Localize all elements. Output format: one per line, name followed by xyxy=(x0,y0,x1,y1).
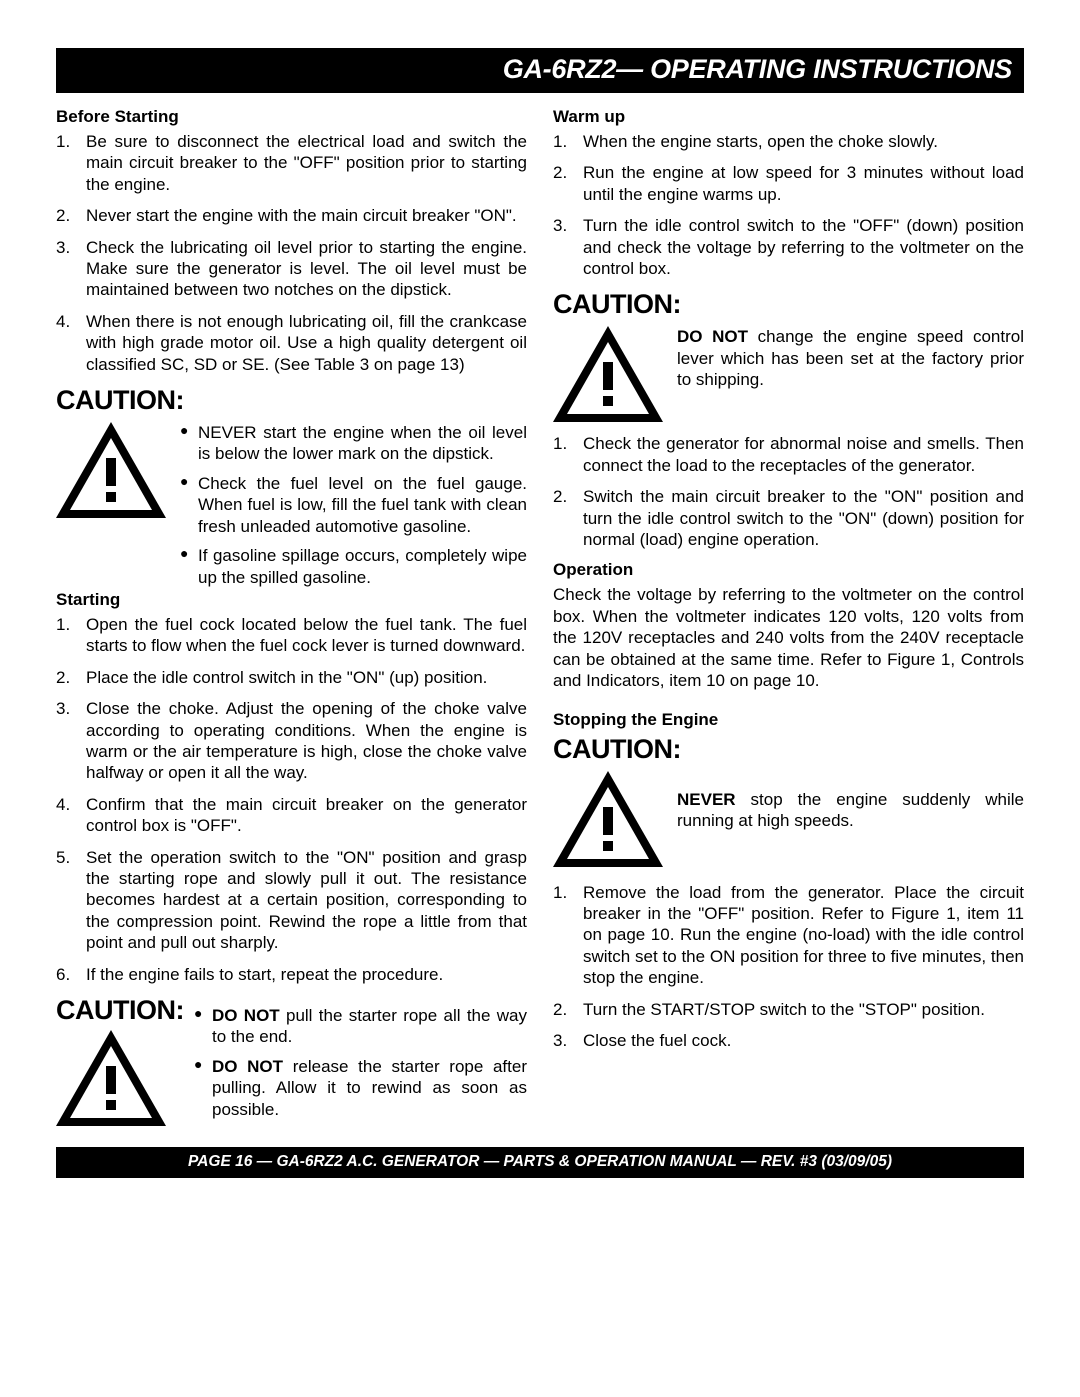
list-item: Close the choke. Adjust the opening of t… xyxy=(56,698,527,784)
warning-triangle-icon xyxy=(56,1030,166,1131)
page: GA-6RZ2— OPERATING INSTRUCTIONS Before S… xyxy=(0,0,1080,1178)
list-item: Open the fuel cock located below the fue… xyxy=(56,614,527,657)
list-item: Confirm that the main circuit breaker on… xyxy=(56,794,527,837)
caution-text: DO NOT change the engine speed control l… xyxy=(677,326,1024,398)
title-bar: GA-6RZ2— OPERATING INSTRUCTIONS xyxy=(56,48,1024,93)
caution-label: CAUTION: xyxy=(553,289,1024,320)
caution-block-4: NEVER stop the engine suddenly while run… xyxy=(553,771,1024,872)
caution-label: CAUTION: xyxy=(553,734,1024,765)
caution-text: NEVER stop the engine suddenly while run… xyxy=(677,771,1024,840)
list-item: Set the operation switch to the "ON" pos… xyxy=(56,847,527,954)
bold-text: DO NOT xyxy=(677,327,748,346)
right-column: Warm up When the engine starts, open the… xyxy=(553,101,1024,1131)
list-item: Place the idle control switch in the "ON… xyxy=(56,667,527,688)
heading-stopping: Stopping the Engine xyxy=(553,710,1024,730)
list-after-caution3: Check the generator for abnormal noise a… xyxy=(553,433,1024,550)
caution-block-1: NEVER start the engine when the oil leve… xyxy=(56,422,527,596)
list-before-starting: Be sure to disconnect the electrical loa… xyxy=(56,131,527,375)
bullet-item: DO NOT release the starter rope after pu… xyxy=(194,1056,527,1120)
list-item: Be sure to disconnect the electrical loa… xyxy=(56,131,527,195)
list-stopping: Remove the load from the generator. Plac… xyxy=(553,882,1024,1052)
bold-text: NEVER xyxy=(677,790,736,809)
bold-text: DO NOT xyxy=(212,1006,280,1025)
warning-triangle-icon xyxy=(553,771,663,872)
list-starting: Open the fuel cock located below the fue… xyxy=(56,614,527,985)
list-warmup: When the engine starts, open the choke s… xyxy=(553,131,1024,279)
bullet-item: If gasoline spillage occurs, completely … xyxy=(180,545,527,588)
warning-triangle-icon xyxy=(56,422,166,523)
paragraph-operation: Check the voltage by referring to the vo… xyxy=(553,584,1024,691)
list-item: Close the fuel cock. xyxy=(553,1030,1024,1051)
bullet-item: NEVER start the engine when the oil leve… xyxy=(180,422,527,465)
list-item: When the engine starts, open the choke s… xyxy=(553,131,1024,152)
caution-paragraph: DO NOT change the engine speed control l… xyxy=(677,326,1024,390)
caution-block-3: DO NOT change the engine speed control l… xyxy=(553,326,1024,427)
warning-triangle-icon xyxy=(553,326,663,427)
heading-warmup: Warm up xyxy=(553,107,1024,127)
list-item: Check the lubricating oil level prior to… xyxy=(56,237,527,301)
list-item: Turn the START/STOP switch to the "STOP"… xyxy=(553,999,1024,1020)
list-item: Remove the load from the generator. Plac… xyxy=(553,882,1024,989)
content-columns: Before Starting Be sure to disconnect th… xyxy=(56,101,1024,1131)
list-item: Turn the idle control switch to the "OFF… xyxy=(553,215,1024,279)
bullet-item: Check the fuel level on the fuel gauge. … xyxy=(180,473,527,537)
bold-text: DO NOT xyxy=(212,1057,283,1076)
list-item: Switch the main circuit breaker to the "… xyxy=(553,486,1024,550)
bullet-item: DO NOT pull the starter rope all the way… xyxy=(194,1005,527,1048)
caution-bullets: NEVER start the engine when the oil leve… xyxy=(180,422,527,596)
footer-bar: PAGE 16 — GA-6RZ2 A.C. GENERATOR — PARTS… xyxy=(56,1147,1024,1178)
list-item: Check the generator for abnormal noise a… xyxy=(553,433,1024,476)
caution-block-2: CAUTION: DO NOT pull the starter rope al… xyxy=(56,995,527,1131)
caution-paragraph: NEVER stop the engine suddenly while run… xyxy=(677,789,1024,832)
list-item: Never start the engine with the main cir… xyxy=(56,205,527,226)
list-item: If the engine fails to start, repeat the… xyxy=(56,964,527,985)
left-column: Before Starting Be sure to disconnect th… xyxy=(56,101,527,1131)
heading-operation: Operation xyxy=(553,560,1024,580)
caution-label: CAUTION: xyxy=(56,995,184,1026)
list-item: When there is not enough lubricating oil… xyxy=(56,311,527,375)
caution-label: CAUTION: xyxy=(56,385,527,416)
caution-bullets: DO NOT pull the starter rope all the way… xyxy=(194,995,527,1131)
list-item: Run the engine at low speed for 3 minute… xyxy=(553,162,1024,205)
heading-before-starting: Before Starting xyxy=(56,107,527,127)
